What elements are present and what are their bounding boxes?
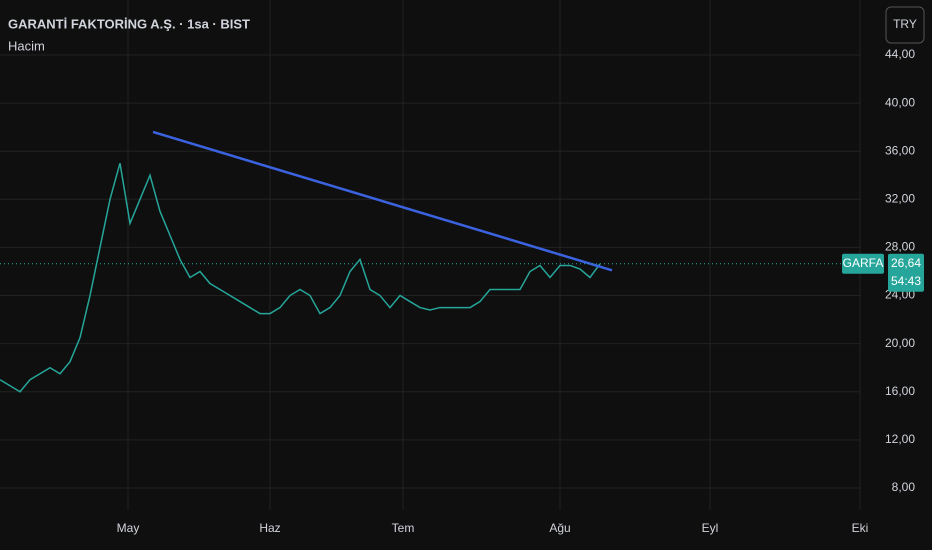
symbol-tag [842, 253, 884, 274]
countdown: 54:43 [891, 274, 921, 288]
x-tick-label: Eki [852, 521, 869, 535]
y-tick-label: 28,00 [885, 240, 915, 254]
price-line [0, 163, 601, 393]
y-tick-label: 32,00 [885, 191, 915, 205]
trendline [152, 130, 613, 272]
y-tick-label: 40,00 [885, 95, 915, 109]
x-tick-label: Ağu [549, 521, 570, 535]
symbol-label: GARFA [843, 256, 884, 270]
y-tick-label: 16,00 [885, 384, 915, 398]
x-tick-label: Eyl [702, 521, 719, 535]
y-tick-label: 8,00 [892, 480, 916, 494]
y-tick-label: 36,00 [885, 143, 915, 157]
price-tag [888, 253, 924, 292]
last-price-label: 26,64 [891, 256, 921, 270]
subtitle: Hacim [8, 38, 45, 53]
currency-button[interactable] [885, 6, 925, 44]
y-tick-label: 12,00 [885, 432, 915, 446]
currency-label[interactable]: TRY [893, 17, 917, 31]
x-tick-label: Haz [259, 521, 280, 535]
y-tick-label: 44,00 [885, 47, 915, 61]
x-tick-label: May [117, 521, 140, 535]
x-tick-label: Tem [392, 521, 415, 535]
y-tick-label: 20,00 [885, 336, 915, 350]
chart-title: GARANTİ FAKTORİNG A.Ş. · 1sa · BIST [8, 16, 250, 31]
